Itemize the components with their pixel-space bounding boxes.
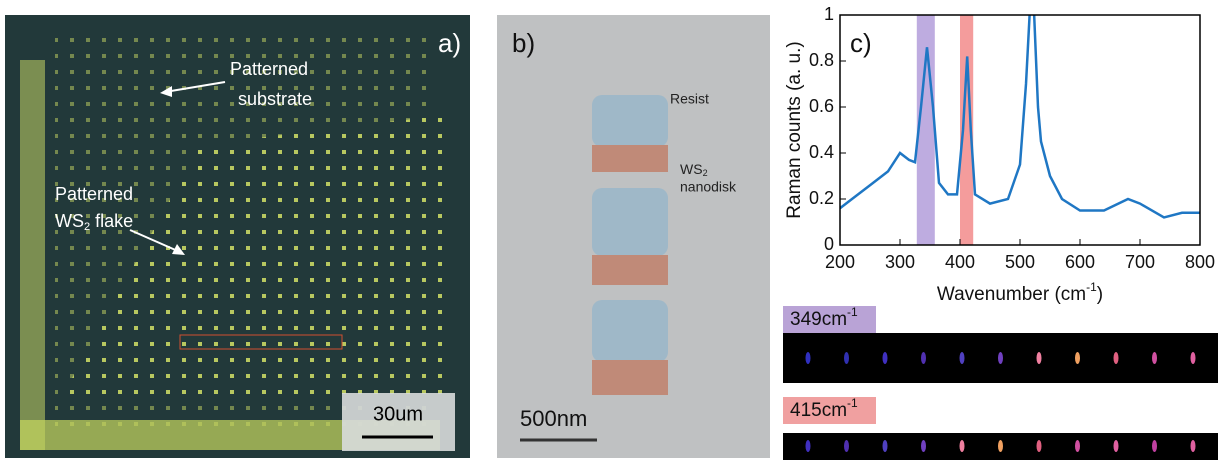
x-tick-label: 700 [1125,252,1155,272]
map-spot [1191,352,1196,364]
annotation: Patterned [55,184,133,204]
nanodisk [592,360,668,395]
map-spot [960,352,965,364]
nanodisk [592,255,668,285]
map-spot [1037,440,1042,452]
annotation: Patterned [230,59,308,79]
x-tick-label: 400 [945,252,975,272]
y-tick-label: 0.2 [809,188,834,208]
resist [592,95,668,147]
map-spot [1152,440,1157,452]
map-spot [806,440,811,452]
map-spot [1114,352,1119,364]
map-spot [1075,352,1080,364]
y-tick-label: 0 [824,234,834,254]
panel-label: a) [438,28,461,58]
map-spot [1037,352,1042,364]
map-spot [1075,440,1080,452]
x-tick-label: 200 [825,252,855,272]
map-spot [1114,440,1119,452]
y-axis-label: Raman counts (a. u.) [784,41,805,218]
map-spot [844,440,849,452]
panel-b: b) Resist WS2 nanodisk 500nm [497,15,770,458]
panel-a: a) Patterned substrate Patterned WS2 fla… [5,15,470,458]
scale-label: 500nm [520,406,587,431]
map-spot [998,440,1003,452]
map-spot [921,352,926,364]
nanodisk [592,145,668,172]
y-tick-label: 0.8 [809,50,834,70]
map-spot [844,352,849,364]
map-spot [1152,352,1157,364]
panel-c: c) Wavenumber (cm-1) Raman counts (a. u.… [783,0,1218,460]
y-tick-label: 0.4 [809,142,834,162]
x-tick-label: 300 [885,252,915,272]
panel-label: b) [512,28,535,58]
map-spot [883,440,888,452]
page: a) Patterned substrate Patterned WS2 fla… [0,0,1223,461]
map-spot [883,352,888,364]
plot-frame [840,15,1200,245]
annotation: substrate [238,89,312,109]
x-tick-label: 600 [1065,252,1095,272]
map-spot [921,440,926,452]
map-spot [806,352,811,364]
annotation: nanodisk [680,179,737,195]
figure: a) Patterned substrate Patterned WS2 fla… [0,0,1223,461]
annotation: WS2 flake [55,211,133,233]
x-tick-label: 500 [1005,252,1035,272]
resist [592,300,668,362]
x-axis-label: Wavenumber (cm-1) [937,280,1103,305]
scale-label: 30um [373,403,423,425]
edge-markers [20,60,45,450]
y-tick-label: 0.6 [809,96,834,116]
spectrum [840,0,1200,217]
resist [592,188,668,256]
map-spot [960,440,965,452]
map-spot [1191,440,1196,452]
y-tick-label: 1 [824,4,834,24]
annotation: Resist [670,91,709,107]
panel-label: c) [850,28,872,58]
x-tick-label: 800 [1185,252,1215,272]
map-spot [998,352,1003,364]
